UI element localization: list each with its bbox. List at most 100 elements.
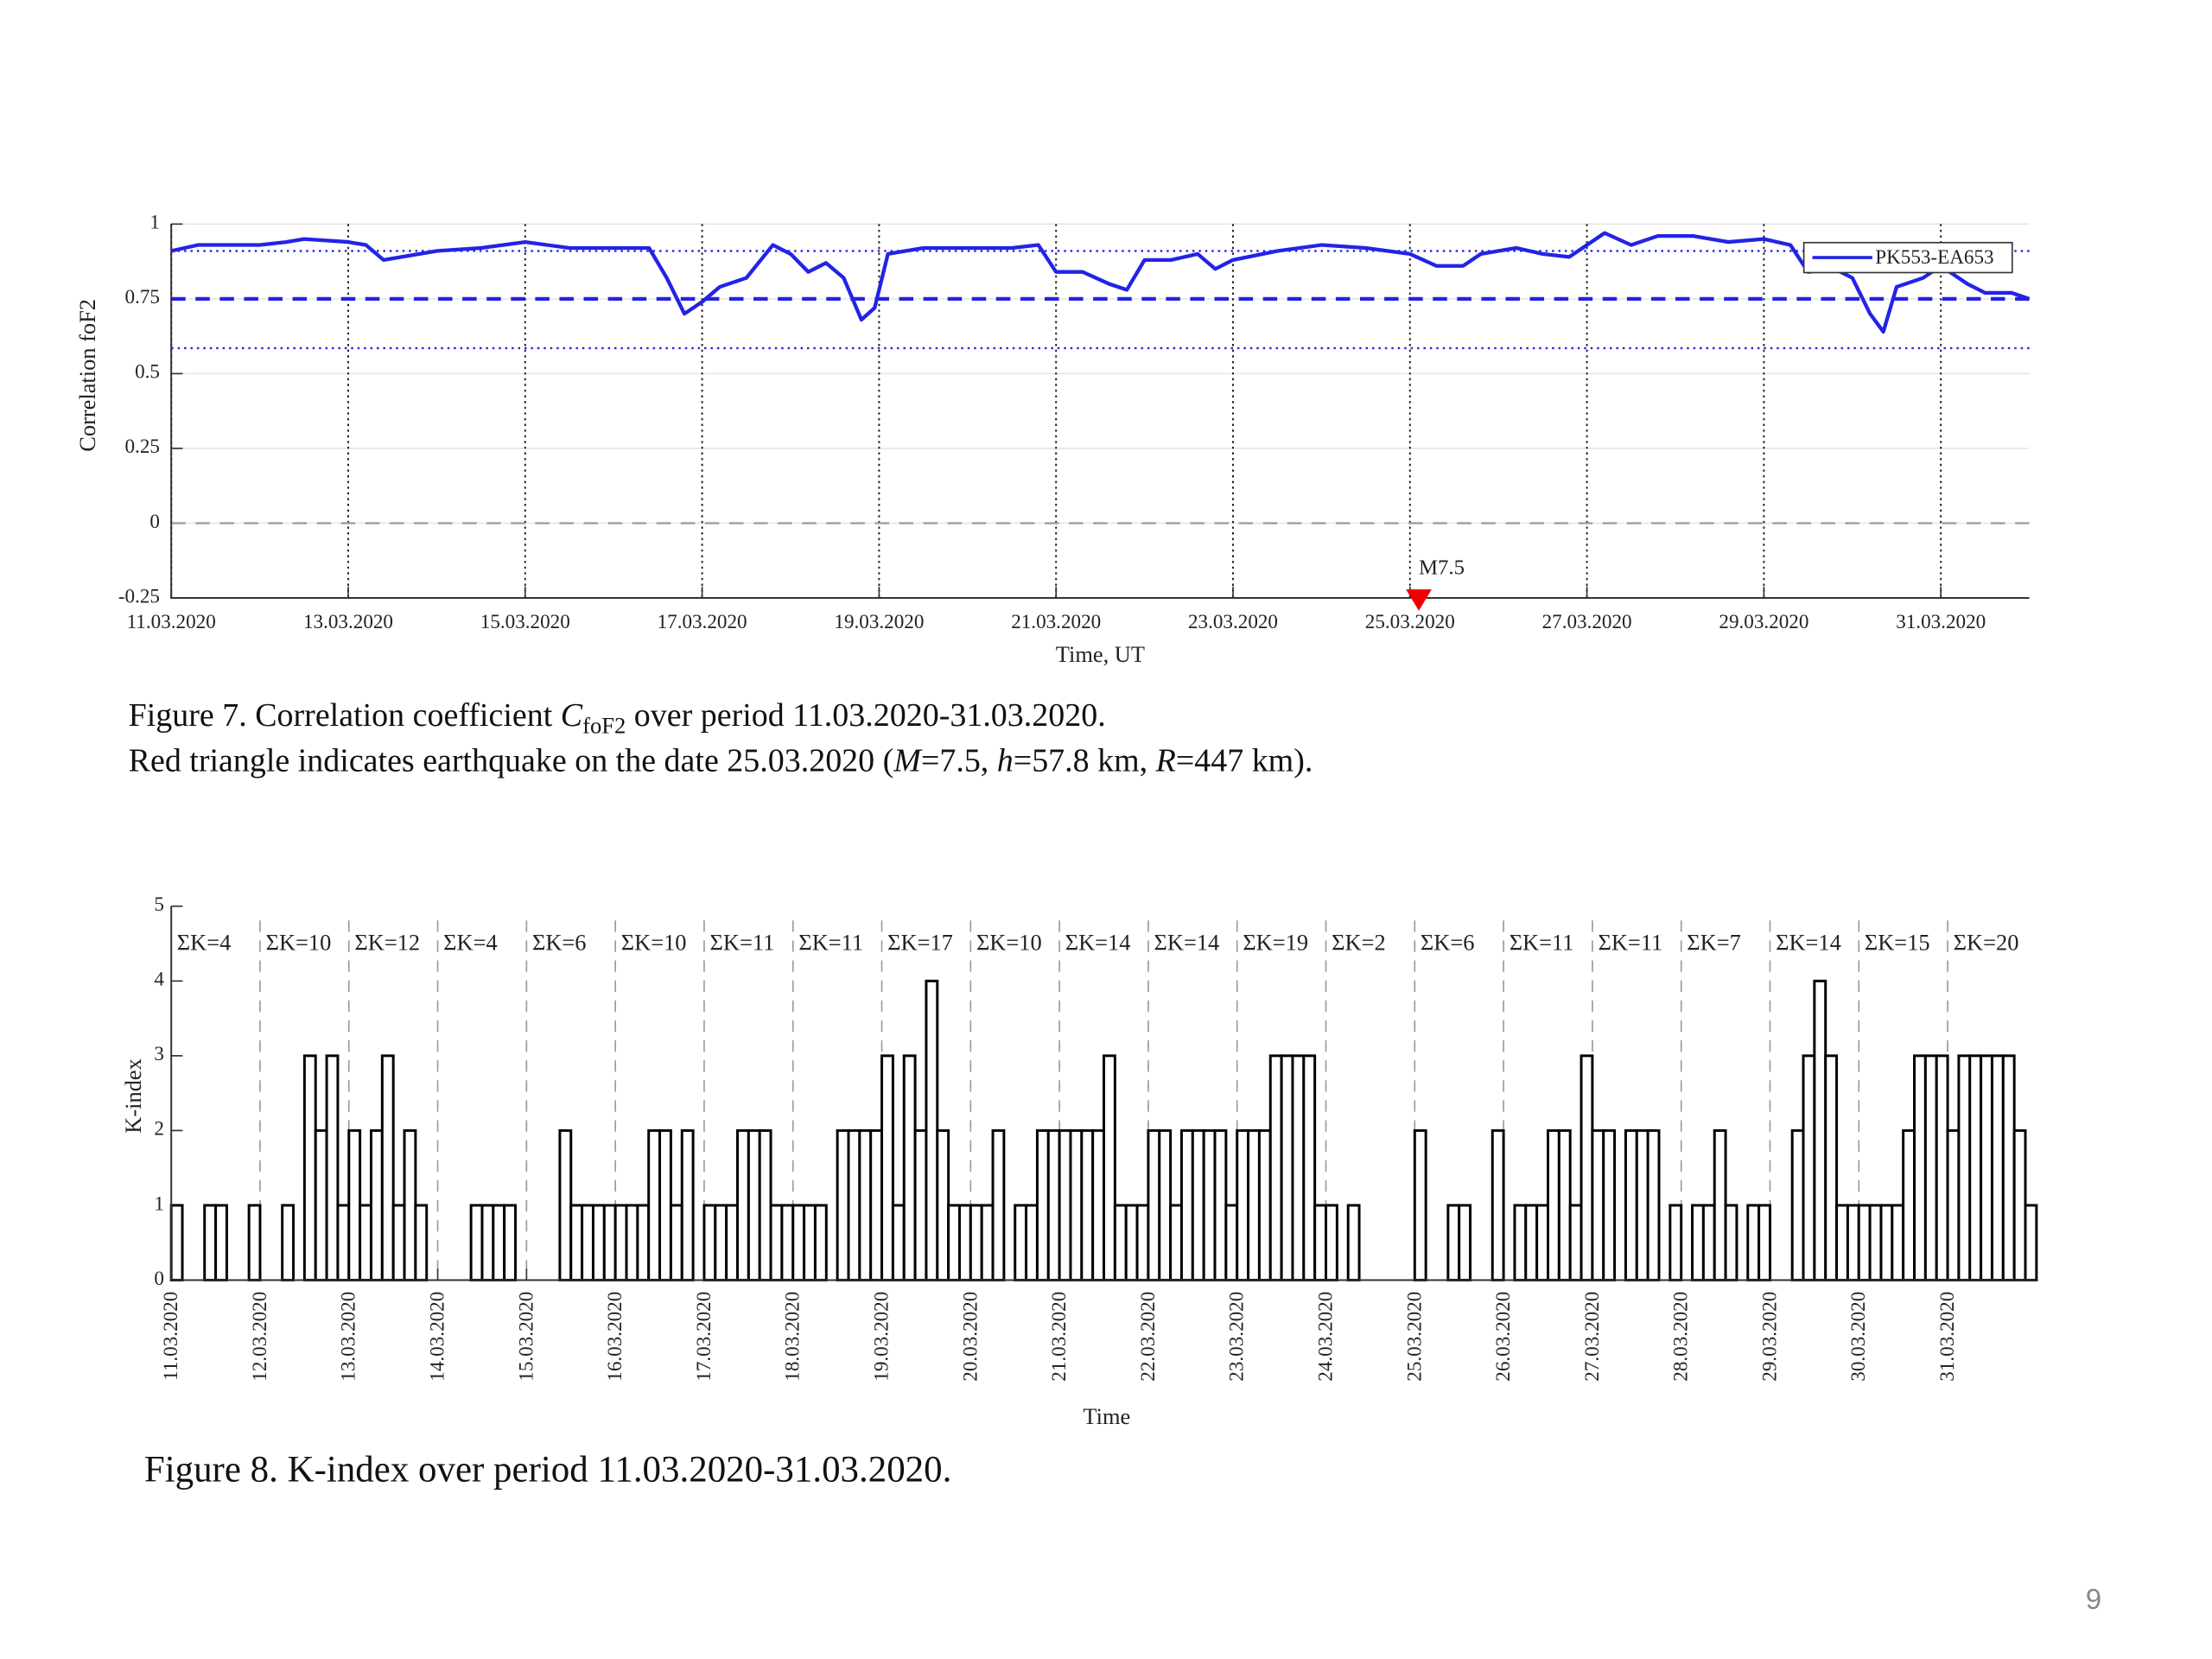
k-bar	[1014, 1204, 1028, 1281]
x-tick-label: 31.03.2020	[1936, 1292, 1959, 1382]
caption-run: C	[561, 696, 583, 733]
k-bar	[1413, 1128, 1427, 1281]
k-bar	[1669, 1204, 1683, 1281]
k-bar	[813, 1204, 828, 1281]
k-bar	[1568, 1204, 1583, 1281]
k-bar	[1513, 1204, 1528, 1281]
caption-run: =447 km).	[1176, 742, 1313, 779]
k-bar	[1902, 1128, 1916, 1281]
k-bar	[1247, 1128, 1261, 1281]
x-tick-label: 29.03.2020	[1758, 1292, 1781, 1382]
annotation-label: M7.5	[1419, 556, 1465, 580]
caption-run: foF2	[582, 712, 626, 738]
k-bar	[736, 1128, 750, 1281]
k-bar	[581, 1204, 594, 1281]
k-bar	[203, 1204, 218, 1281]
caption-run: R	[1155, 742, 1176, 779]
x-tick-label: 19.03.2020	[871, 1292, 893, 1382]
k-bar	[1968, 1054, 1983, 1281]
caption-run: M	[893, 742, 923, 779]
k-bar	[1224, 1204, 1239, 1281]
x-tick-label: 15.03.2020	[480, 611, 570, 633]
x-tick-label: 21.03.2020	[1011, 611, 1101, 633]
k-bar	[847, 1128, 861, 1281]
x-tick-label: 25.03.2020	[1365, 611, 1455, 633]
day-sum-label: ΣK=4	[443, 929, 498, 955]
y-tick-label: 0.75	[125, 286, 160, 308]
data-line	[170, 231, 2031, 334]
k-bar	[325, 1054, 340, 1281]
k-bar	[1202, 1128, 1217, 1281]
x-tick-label: 13.03.2020	[338, 1292, 360, 1382]
k-bar	[1280, 1054, 1294, 1281]
k-bar	[1025, 1204, 1039, 1281]
x-tick-label: 29.03.2020	[1719, 611, 1808, 633]
y-tick-label: 0.25	[125, 435, 160, 458]
k-bar	[1935, 1054, 1949, 1281]
day-sum-label: ΣK=11	[798, 929, 863, 955]
k-bar	[858, 1128, 873, 1281]
x-tick-label: 11.03.2020	[160, 1292, 182, 1381]
k-bar	[1302, 1054, 1317, 1281]
x-tick-label: 23.03.2020	[1188, 611, 1278, 633]
k-bar	[1080, 1128, 1095, 1281]
x-tick-label: 26.03.2020	[1492, 1292, 1515, 1382]
k-bar	[747, 1128, 761, 1281]
k-bar	[891, 1204, 906, 1281]
k-bar	[758, 1128, 772, 1281]
x-tick-label: 28.03.2020	[1670, 1292, 1693, 1382]
k-bar	[1879, 1204, 1894, 1281]
k-bar	[359, 1204, 372, 1281]
day-sum-label: ΣK=6	[532, 929, 587, 955]
k-bar	[591, 1204, 606, 1281]
k-bar	[1724, 1204, 1738, 1281]
day-sum-label: ΣK=14	[1776, 929, 1841, 955]
k-bar	[1813, 979, 1827, 1281]
caption-run: =57.8 km,	[1014, 742, 1156, 779]
x-tick-label: 21.03.2020	[1048, 1292, 1071, 1382]
k-bar	[503, 1204, 518, 1281]
k-bar	[969, 1204, 983, 1281]
k-bar	[702, 1204, 717, 1281]
axis-frame	[170, 224, 2030, 600]
k-bar	[780, 1204, 795, 1281]
k-bar	[625, 1204, 639, 1281]
x-tick-label: 17.03.2020	[658, 611, 747, 633]
k-bar	[1591, 1128, 1605, 1281]
k-bar	[1580, 1054, 1594, 1281]
x-tick-label: 27.03.2020	[1581, 1292, 1604, 1382]
k-bar	[1946, 1128, 1961, 1281]
caption-line: Red triangle indicates earthquake on the…	[129, 742, 1313, 779]
k-bar	[725, 1204, 739, 1281]
k-bar	[336, 1204, 351, 1281]
y-tick-label: -0.25	[118, 585, 160, 607]
day-sum-label: ΣK=12	[354, 929, 420, 955]
page-number: 9	[2086, 1583, 2101, 1615]
k-bar	[669, 1204, 683, 1281]
k-bar	[613, 1204, 628, 1281]
k-bar	[1802, 1054, 1816, 1281]
y-tick-label: 1	[154, 1192, 164, 1215]
day-sum-label: ΣK=10	[266, 929, 332, 955]
k-bar	[1713, 1128, 1727, 1281]
day-sum-label: ΣK=10	[621, 929, 687, 955]
axis-frame	[170, 906, 2037, 1281]
k-bar	[1058, 1128, 1072, 1281]
k-bar	[314, 1128, 328, 1281]
k-bar	[769, 1204, 784, 1281]
x-tick-label: 14.03.2020	[427, 1292, 449, 1382]
x-tick-label: 25.03.2020	[1403, 1292, 1426, 1382]
k-bar	[1458, 1204, 1472, 1281]
k-bar	[1535, 1204, 1549, 1281]
k-bar	[1147, 1128, 1161, 1281]
k-bar	[569, 1204, 584, 1281]
k-bar	[1346, 1204, 1361, 1281]
k-bar	[1169, 1204, 1183, 1281]
y-tick-label: 0	[154, 1268, 164, 1290]
k-bar	[658, 1128, 672, 1281]
k-bar	[1646, 1128, 1661, 1281]
k-bar	[1446, 1204, 1461, 1281]
k-bar	[1135, 1204, 1150, 1281]
